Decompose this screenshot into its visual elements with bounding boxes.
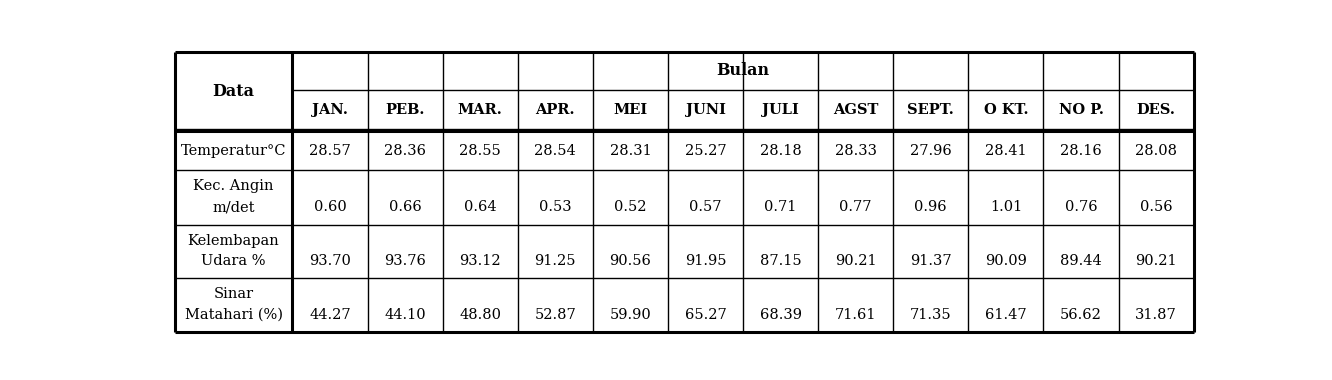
Text: 28.16: 28.16	[1060, 144, 1102, 157]
Text: 0.57: 0.57	[689, 200, 722, 214]
Text: JAN.: JAN.	[312, 103, 348, 117]
Text: 28.55: 28.55	[460, 144, 501, 157]
Text: 0.60: 0.60	[313, 200, 346, 214]
Text: Data: Data	[213, 83, 254, 100]
Text: 91.37: 91.37	[910, 254, 951, 268]
Text: 68.39: 68.39	[759, 308, 802, 321]
Text: 1.01: 1.01	[990, 200, 1022, 214]
Text: 0.77: 0.77	[839, 200, 872, 214]
Text: MEI: MEI	[613, 103, 647, 117]
Text: 90.21: 90.21	[1135, 254, 1177, 268]
Text: APR.: APR.	[535, 103, 575, 117]
Text: Sinar: Sinar	[213, 287, 253, 301]
Text: Bulan: Bulan	[717, 62, 770, 79]
Text: 71.35: 71.35	[910, 308, 951, 321]
Text: 27.96: 27.96	[910, 144, 951, 157]
Text: AGST: AGST	[832, 103, 878, 117]
Text: 61.47: 61.47	[986, 308, 1027, 321]
Text: 44.10: 44.10	[384, 308, 426, 321]
Text: Temperatur°C: Temperatur°C	[181, 144, 286, 157]
Text: NO P.: NO P.	[1059, 103, 1103, 117]
Text: 0.66: 0.66	[389, 200, 421, 214]
Text: 28.41: 28.41	[986, 144, 1027, 157]
Text: 0.53: 0.53	[539, 200, 571, 214]
Text: Kelembapan: Kelembapan	[188, 234, 280, 248]
Text: 28.18: 28.18	[759, 144, 802, 157]
Text: 0.96: 0.96	[915, 200, 947, 214]
Text: 56.62: 56.62	[1060, 308, 1102, 321]
Text: Kec. Angin: Kec. Angin	[193, 179, 274, 193]
Text: 93.12: 93.12	[460, 254, 501, 268]
Text: 28.31: 28.31	[610, 144, 651, 157]
Text: 0.76: 0.76	[1064, 200, 1098, 214]
Text: 89.44: 89.44	[1060, 254, 1102, 268]
Text: 28.33: 28.33	[835, 144, 876, 157]
Text: 28.54: 28.54	[534, 144, 577, 157]
Text: MAR.: MAR.	[458, 103, 502, 117]
Text: 91.95: 91.95	[685, 254, 726, 268]
Text: 28.08: 28.08	[1135, 144, 1177, 157]
Text: m/det: m/det	[212, 200, 254, 214]
Text: 91.25: 91.25	[534, 254, 575, 268]
Text: 31.87: 31.87	[1135, 308, 1177, 321]
Text: 71.61: 71.61	[835, 308, 876, 321]
Text: 0.64: 0.64	[464, 200, 497, 214]
Text: 87.15: 87.15	[759, 254, 802, 268]
Text: 0.52: 0.52	[614, 200, 646, 214]
Text: SEPT.: SEPT.	[907, 103, 954, 117]
Text: 93.70: 93.70	[309, 254, 350, 268]
Text: Matahari (%): Matahari (%)	[185, 308, 282, 321]
Text: DES.: DES.	[1136, 103, 1176, 117]
Text: 44.27: 44.27	[309, 308, 350, 321]
Text: 0.71: 0.71	[765, 200, 797, 214]
Text: 28.57: 28.57	[309, 144, 350, 157]
Text: 25.27: 25.27	[685, 144, 726, 157]
Text: 90.21: 90.21	[835, 254, 876, 268]
Text: 65.27: 65.27	[685, 308, 726, 321]
Text: 90.56: 90.56	[610, 254, 651, 268]
Text: Udara %: Udara %	[201, 254, 266, 268]
Text: JULI: JULI	[762, 103, 799, 117]
Text: 59.90: 59.90	[610, 308, 651, 321]
Text: 93.76: 93.76	[384, 254, 426, 268]
Text: PEB.: PEB.	[385, 103, 425, 117]
Text: 52.87: 52.87	[534, 308, 577, 321]
Text: 0.56: 0.56	[1140, 200, 1172, 214]
Text: 90.09: 90.09	[984, 254, 1027, 268]
Text: O KT.: O KT.	[983, 103, 1028, 117]
Text: 28.36: 28.36	[384, 144, 426, 157]
Text: JUNI: JUNI	[686, 103, 726, 117]
Text: 48.80: 48.80	[460, 308, 501, 321]
